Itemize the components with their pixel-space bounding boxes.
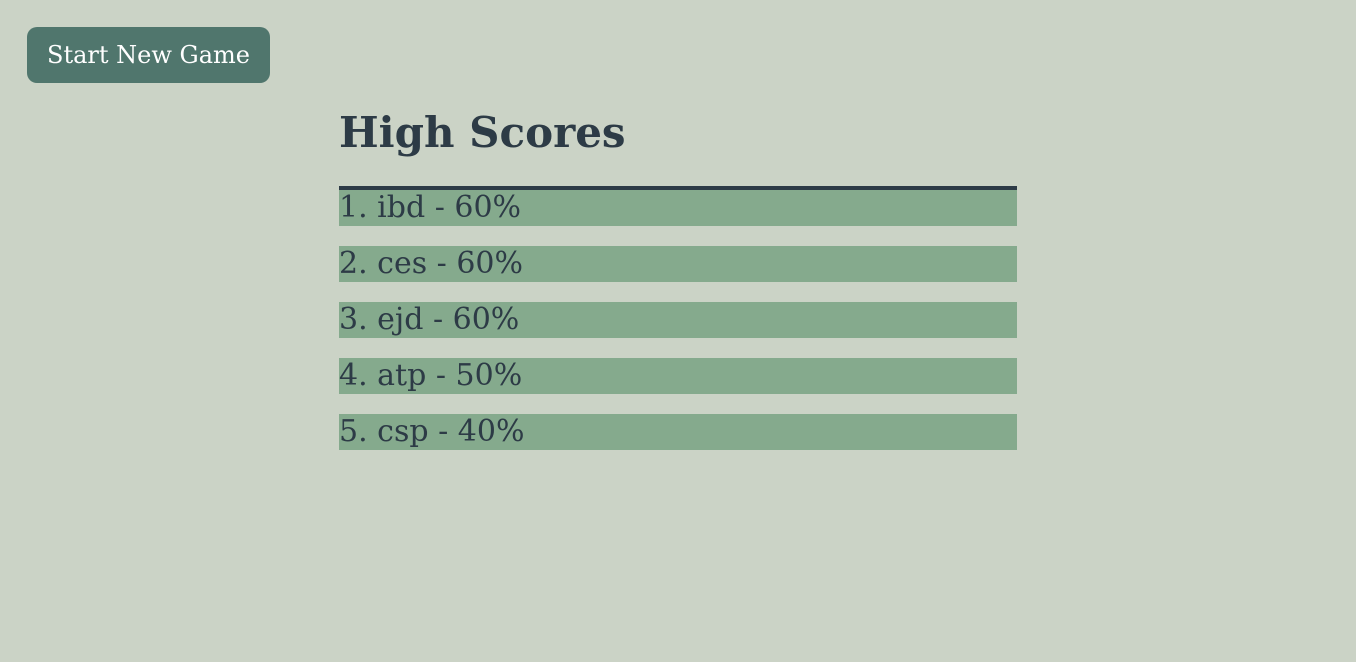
high-scores-panel: High Scores 1. ibd - 60% 2. ces - 60% 3.… [339,104,1017,450]
score-row-5: 5. csp - 40% [339,414,1017,450]
high-scores-title: High Scores [339,108,626,157]
score-row-1: 1. ibd - 60% [339,190,1017,226]
score-row-4: 4. atp - 50% [339,358,1017,394]
score-row-2: 2. ces - 60% [339,246,1017,282]
scores-divider [339,186,1017,190]
start-new-game-button[interactable]: Start New Game [27,27,270,83]
high-scores-list: 1. ibd - 60% 2. ces - 60% 3. ejd - 60% 4… [339,190,1017,450]
score-row-3: 3. ejd - 60% [339,302,1017,338]
